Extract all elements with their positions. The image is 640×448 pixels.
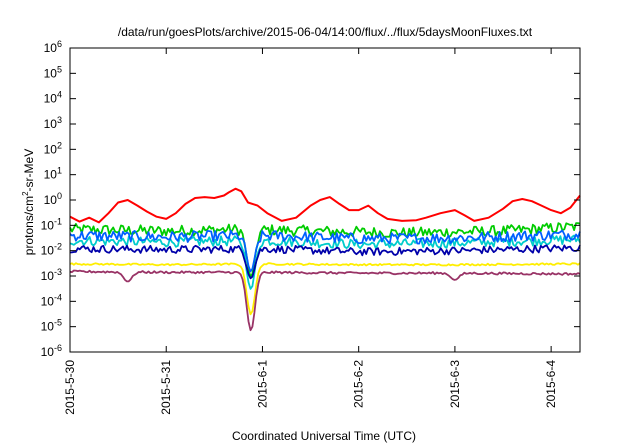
y-tick-label: 10-2 [41,242,62,258]
y-tick-label-base: 10 [44,41,58,55]
y-tick-label-exp: -2 [54,242,62,252]
y-tick-label-exp: 2 [57,140,62,150]
series-layer [69,187,581,332]
plot-frame [69,47,581,353]
x-tick-label-group: 2015-6-2 [352,360,366,408]
x-tick-label-group: 2015-5-31 [159,360,173,415]
y-axis-label-rest: -sr-MeV [22,149,36,192]
y-tick-label: 106 [44,39,62,55]
y-tick-label-base: 10 [44,117,58,131]
svg-text:protons/cm2-sr-MeV: protons/cm2-sr-MeV [21,149,36,255]
y-tick-label: 102 [44,140,62,156]
y-tick-label-base: 10 [44,168,58,182]
series-line [69,262,581,316]
y-tick-label-base: 10 [44,142,58,156]
y-tick-label: 10-5 [41,318,62,334]
y-tick-label: 100 [44,191,62,207]
x-tick-label: 2015-6-2 [352,360,366,408]
y-tick-label: 105 [44,64,62,80]
series-line [69,234,581,290]
y-tick-label-exp: -6 [54,343,62,353]
series-line [69,187,581,224]
y-tick-label-exp: 0 [57,191,62,201]
series-line [69,222,581,278]
y-tick-label-base: 10 [44,66,58,80]
x-tick-label: 2015-5-30 [63,360,77,415]
x-tick-label-group: 2015-6-3 [448,360,462,408]
y-tick-label: 104 [44,90,62,106]
y-tick-label-exp: 6 [57,39,62,49]
y-tick-label-base: 10 [41,320,55,334]
y-tick-label-base: 10 [44,92,58,106]
series-line [69,244,581,280]
y-tick-label-exp: -1 [54,216,62,226]
y-tick-label-exp: -5 [54,318,62,328]
y-tick-label-base: 10 [41,218,55,232]
chart-title: /data/run/goesPlots/archive/2015-06-04/1… [118,25,533,39]
x-tick-label: 2015-6-4 [544,360,558,408]
x-tick-label: 2015-5-31 [159,360,173,415]
y-tick-label-base: 10 [44,193,58,207]
y-tick-label-base: 10 [41,269,55,283]
x-tick-label-group: 2015-6-4 [544,360,558,408]
y-tick-label: 10-1 [41,216,62,232]
y-tick-label-exp: -4 [54,292,62,302]
y-tick-label: 103 [44,115,62,131]
y-tick-label-exp: -3 [54,267,62,277]
x-tick-label-group: 2015-6-1 [255,360,269,408]
y-tick-label-base: 10 [41,345,55,359]
x-axis-label: Coordinated Universal Time (UTC) [232,429,416,443]
y-tick-label-exp: 3 [57,115,62,125]
y-tick-label-exp: 1 [57,166,62,176]
y-tick-label: 10-4 [41,292,62,308]
y-axis-label-base: protons/cm [22,196,36,255]
axes: 10-610-510-410-310-210-11001011021031041… [41,39,580,415]
x-tick-label: 2015-6-1 [255,360,269,408]
series-line [69,269,581,332]
y-tick-label-base: 10 [41,294,55,308]
y-axis-label: protons/cm2-sr-MeV [21,149,36,255]
y-tick-label-exp: 5 [57,64,62,74]
x-tick-label: 2015-6-3 [448,360,462,408]
x-tick-label-group: 2015-5-30 [63,360,77,415]
y-axis-label-exp: 2 [21,191,30,196]
y-tick-label: 10-3 [41,267,62,283]
series-line [69,229,581,273]
y-tick-label: 10-6 [41,343,62,359]
y-tick-label-base: 10 [41,244,55,258]
y-tick-label: 101 [44,166,62,182]
y-tick-label-exp: 4 [57,90,62,100]
